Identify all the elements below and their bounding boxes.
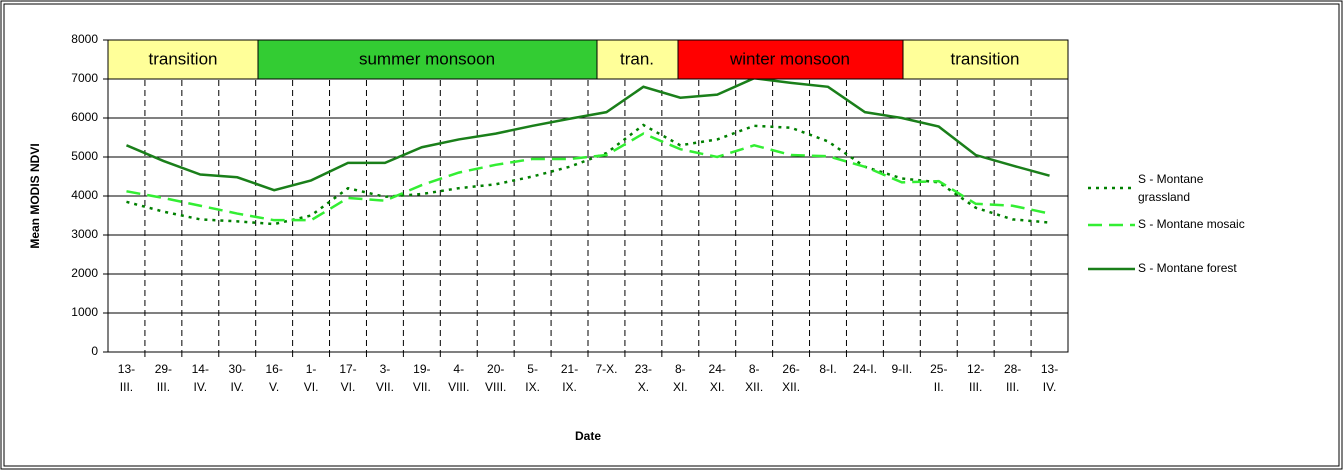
- season-band: [107, 39, 259, 80]
- x-tick-label: 29-III.: [155, 362, 172, 394]
- x-tick-label: 23-X.: [635, 362, 652, 394]
- x-tick-label: 8-XII.: [745, 362, 763, 394]
- x-tick-label: 8-I.: [819, 362, 836, 376]
- y-tick-label: 5000: [71, 149, 98, 163]
- season-band: [257, 39, 598, 80]
- season-label: transition: [951, 49, 1020, 68]
- y-axis-label: Mean MODIS NDVI: [28, 143, 42, 248]
- y-tick-label: 4000: [71, 188, 98, 202]
- x-tick-label: 30-IV.: [229, 362, 246, 394]
- season-label: winter monsoon: [729, 49, 850, 68]
- x-tick-label: 7-X.: [595, 362, 617, 376]
- x-tick-label: 12-III.: [967, 362, 984, 394]
- season-band: [596, 39, 679, 80]
- x-tick-label: 24-I.: [853, 362, 877, 376]
- x-tick-label: 24-XI.: [709, 362, 726, 394]
- season-bar: transition summer monsoon tran. winter m…: [107, 39, 1069, 80]
- x-tick-label: 16-V.: [265, 362, 282, 394]
- x-tick-label: 9-II.: [892, 362, 913, 376]
- y-tick-label: 7000: [71, 71, 98, 85]
- season-band: [902, 39, 1069, 80]
- x-tick-label: 19-VII.: [413, 362, 431, 394]
- series-line: [126, 123, 1050, 226]
- y-tick-label: 6000: [71, 110, 98, 124]
- x-tick-label: 4-VIII.: [448, 362, 469, 394]
- x-tick-label: 1-VI.: [304, 362, 319, 394]
- season-label: tran.: [620, 49, 654, 68]
- x-tick-label: 20-VIII.: [485, 362, 506, 394]
- x-tick-label: 13-IV.: [1041, 362, 1058, 394]
- x-tick-label: 17-VI.: [339, 362, 356, 394]
- x-tick-label: 14-IV.: [192, 362, 209, 394]
- y-tick-label: 1000: [71, 305, 98, 319]
- legend-label: S - Montane forest: [1138, 261, 1237, 275]
- y-tick-label: 8000: [71, 32, 98, 46]
- series-line: [125, 76, 1050, 192]
- y-tick-label: 2000: [71, 266, 98, 280]
- legend-label: S - Montane mosaic: [1138, 217, 1245, 231]
- x-tick-label: 25-II.: [930, 362, 947, 394]
- legend-label: S - Montane grassland: [1138, 172, 1207, 204]
- inner-frame: [3, 3, 1340, 467]
- season-label: transition: [149, 49, 218, 68]
- series-line: [126, 132, 1050, 222]
- x-tick-label: 28-III.: [1004, 362, 1021, 394]
- x-tick-label: 8-XI.: [673, 362, 688, 394]
- season-label: summer monsoon: [359, 49, 495, 68]
- x-axis-label: Date: [575, 429, 601, 443]
- x-tick-label: 26-XII.: [782, 362, 800, 394]
- x-tick-label: 5-IX.: [525, 362, 540, 394]
- x-tick-label: 21-IX.: [561, 362, 578, 394]
- x-tick-label: 3-VII.: [376, 362, 394, 394]
- x-tick-label: 13-III.: [118, 362, 135, 394]
- y-tick-label: 3000: [71, 227, 98, 241]
- y-tick-label: 0: [91, 344, 98, 358]
- season-band: [677, 39, 904, 80]
